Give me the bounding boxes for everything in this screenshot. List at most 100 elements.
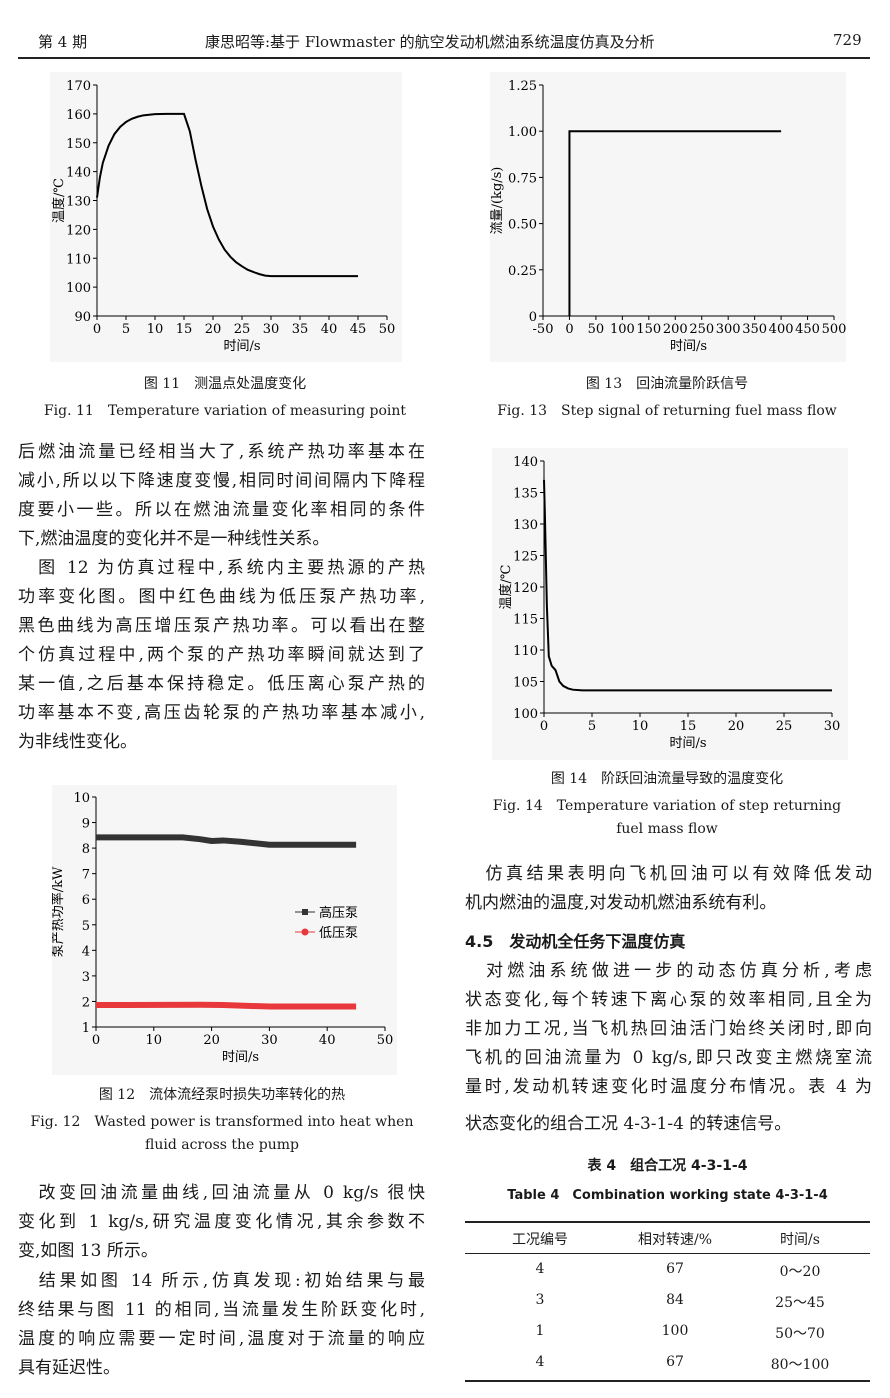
x-tick-label: 0 [92, 1033, 100, 1048]
figure-14-caption-cn: 图 14 阶跃回油流量导致的温度变化 [550, 771, 784, 787]
x-tick-label: 30 [261, 1033, 278, 1048]
y-tick-label: 125 [513, 550, 538, 565]
text-line: 变化到 1 kg/s,研究温度变化情况,其余参数不 [18, 1212, 425, 1232]
y-tick-label: 130 [513, 518, 538, 533]
issue-number: 第 4 期 [38, 33, 88, 51]
y-tick-label: 3 [82, 970, 90, 985]
x-tick-label: 0 [540, 719, 548, 734]
x-tick-label: 10 [632, 719, 649, 734]
x-tick-label: 250 [689, 322, 714, 337]
text-line: 为非线性变化。 [18, 732, 137, 752]
figure-14-caption-en: Fig. 14 Temperature variation of step re… [492, 798, 842, 814]
text-line: 具有延迟性。 [18, 1358, 120, 1378]
text-line: 功率基本不变,高压齿轮泵的产热功率基本减小, [18, 703, 425, 723]
text-line: 图 12 为仿真过程中,系统内主要热源的产热 [18, 558, 425, 578]
table-cell: 25～45 [775, 1295, 825, 1311]
x-tick-label: 50 [377, 1033, 394, 1048]
x-tick-label: 25 [234, 322, 251, 337]
y-tick-label: 9 [82, 817, 90, 832]
table-cell: 50～70 [775, 1326, 825, 1342]
table-header-rule [465, 1253, 870, 1254]
table-cell: 84 [666, 1292, 684, 1308]
y-tick-label: 7 [82, 868, 90, 883]
y-tick-label: 140 [66, 166, 91, 181]
legend-circle-marker [301, 928, 309, 936]
x-tick-label: 5 [588, 719, 596, 734]
x-tick-label: 45 [350, 322, 367, 337]
y-axis-label: 泵产热功率/kW [52, 866, 66, 957]
fig11-svg: 0 5 10 15 20 25 30 35 40 45 50 90 100 110 120 130 140 150… [51, 79, 396, 354]
x-tick-label: 300 [716, 322, 741, 337]
y-tick-label: 115 [513, 613, 538, 628]
series-line-0 [96, 834, 357, 848]
y-tick-label: 160 [66, 108, 91, 123]
figure-12-caption-en: Fig. 12 Wasted power is transformed into… [30, 1114, 414, 1130]
x-tick-label: 35 [292, 322, 309, 337]
fig13-svg: -50 0 50 100 150 200 250 300 350 400 450 50000.250.… [490, 79, 846, 354]
text-line: 下,燃油温度的变化并不是一种线性关系。 [18, 529, 330, 549]
table-cell: 4 [535, 1354, 545, 1370]
y-tick-label: 8 [82, 842, 90, 857]
y-tick-label: 0.25 [508, 264, 537, 279]
table-cell: 3 [535, 1292, 545, 1308]
y-tick-label: 140 [513, 455, 538, 470]
text-line: 非加力工况,当飞机热回油活门始终关闭时,即向 [465, 1019, 872, 1039]
table-cell: 1 [535, 1323, 545, 1339]
figure-13-caption-cn: 图 13 回油流量阶跃信号 [585, 376, 749, 392]
y-tick-label: 4 [82, 944, 90, 959]
y-tick-label: 120 [66, 223, 91, 238]
figure-14-chart: 0 5 10 15 20 25 30 100 105 110 115 120 125 130 135 140 时… [492, 448, 848, 760]
table-cell: 100 [661, 1323, 689, 1339]
table-bottom-rule [465, 1380, 870, 1382]
fig14-svg: 0 5 10 15 20 25 30 100 105 110 115 120 125 130 135 140 时… [498, 455, 840, 751]
legend-label: 高压泵 [319, 905, 358, 921]
text-line: 对燃油系统做进一步的动态仿真分析,考虑 [465, 961, 872, 981]
y-axis-label: 温度/℃ [498, 565, 514, 610]
y-tick-label: 6 [82, 893, 90, 908]
x-axis-label: 时间/s [670, 339, 707, 354]
x-tick-label: 50 [379, 322, 396, 337]
x-tick-label: 400 [769, 322, 794, 337]
figure-12-caption-en-cont: fluid across the pump [145, 1137, 299, 1153]
figure-11-chart: 0 5 10 15 20 25 30 35 40 45 50 90 100 110 120 130 140 150… [50, 72, 402, 362]
text-line: 黑色曲线为高压增压泵产热功率。可以看出在整 [18, 616, 425, 636]
x-tick-label: 150 [636, 322, 661, 337]
y-axis-label: 流量/(kg/s) [490, 167, 505, 235]
figure-12-chart: 0 10 20 30 40 50 1 2 3 4 5 6 7 8 9 10 时间/s 泵产热功率/kW 高压泵 低压泵 [50, 785, 397, 1075]
y-tick-label: 1.25 [508, 79, 537, 94]
y-tick-label: 0.75 [508, 171, 537, 186]
x-axis-label: 时间/s [222, 1050, 259, 1065]
y-tick-label: 100 [66, 281, 91, 296]
y-tick-label: 0.50 [508, 218, 537, 233]
y-tick-label: 2 [82, 995, 90, 1010]
table-top-rule [465, 1221, 870, 1223]
table-caption-en: Table 4 Combination working state 4-3-1-… [507, 1188, 828, 1203]
text-line: 个仿真过程中,两个泵的产热功率瞬间就达到了 [18, 645, 425, 665]
figure-11-caption-cn: 图 11 测温点处温度变化 [143, 376, 307, 392]
figure-13-chart: -50 0 50 100 150 200 250 300 350 400 450 500 0 0.25 0.… [490, 72, 846, 362]
series-line [568, 130, 782, 316]
y-tick-label: 1.00 [508, 125, 537, 140]
x-tick-label: 15 [176, 322, 193, 337]
y-tick-label: 105 [513, 676, 538, 691]
figure-14-caption-en-cont: fuel mass flow [616, 821, 718, 837]
x-tick-label: 5 [122, 322, 130, 337]
y-tick-label: 110 [66, 252, 91, 267]
x-tick-label: 25 [776, 719, 793, 734]
y-tick-label: 170 [66, 79, 91, 94]
x-tick-label: 450 [795, 322, 820, 337]
figure-11-caption-en: Fig. 11 Temperature variation of measuri… [43, 403, 407, 419]
text-line: 温度的响应需要一定时间,温度对于流量的响应 [18, 1329, 425, 1349]
y-axis-label: 温度/℃ [51, 178, 67, 223]
text-line: 量时,发动机转速变化时温度分布情况。表 4 为 [465, 1077, 872, 1097]
text-line: 后燃油流量已经相当大了,系统产热功率基本在 [18, 442, 425, 462]
y-tick-label: 10 [73, 791, 90, 806]
table-header-cell: 相对转速/% [637, 1232, 713, 1248]
text-line: 变,如图 13 所示。 [18, 1241, 158, 1261]
page-number: 729 [833, 31, 862, 49]
legend-square-marker [302, 909, 308, 915]
text-line: 仿真结果表明向飞机回油可以有效降低发动 [465, 864, 872, 884]
y-tick-label: 135 [513, 487, 538, 502]
x-tick-label: 50 [588, 322, 605, 337]
